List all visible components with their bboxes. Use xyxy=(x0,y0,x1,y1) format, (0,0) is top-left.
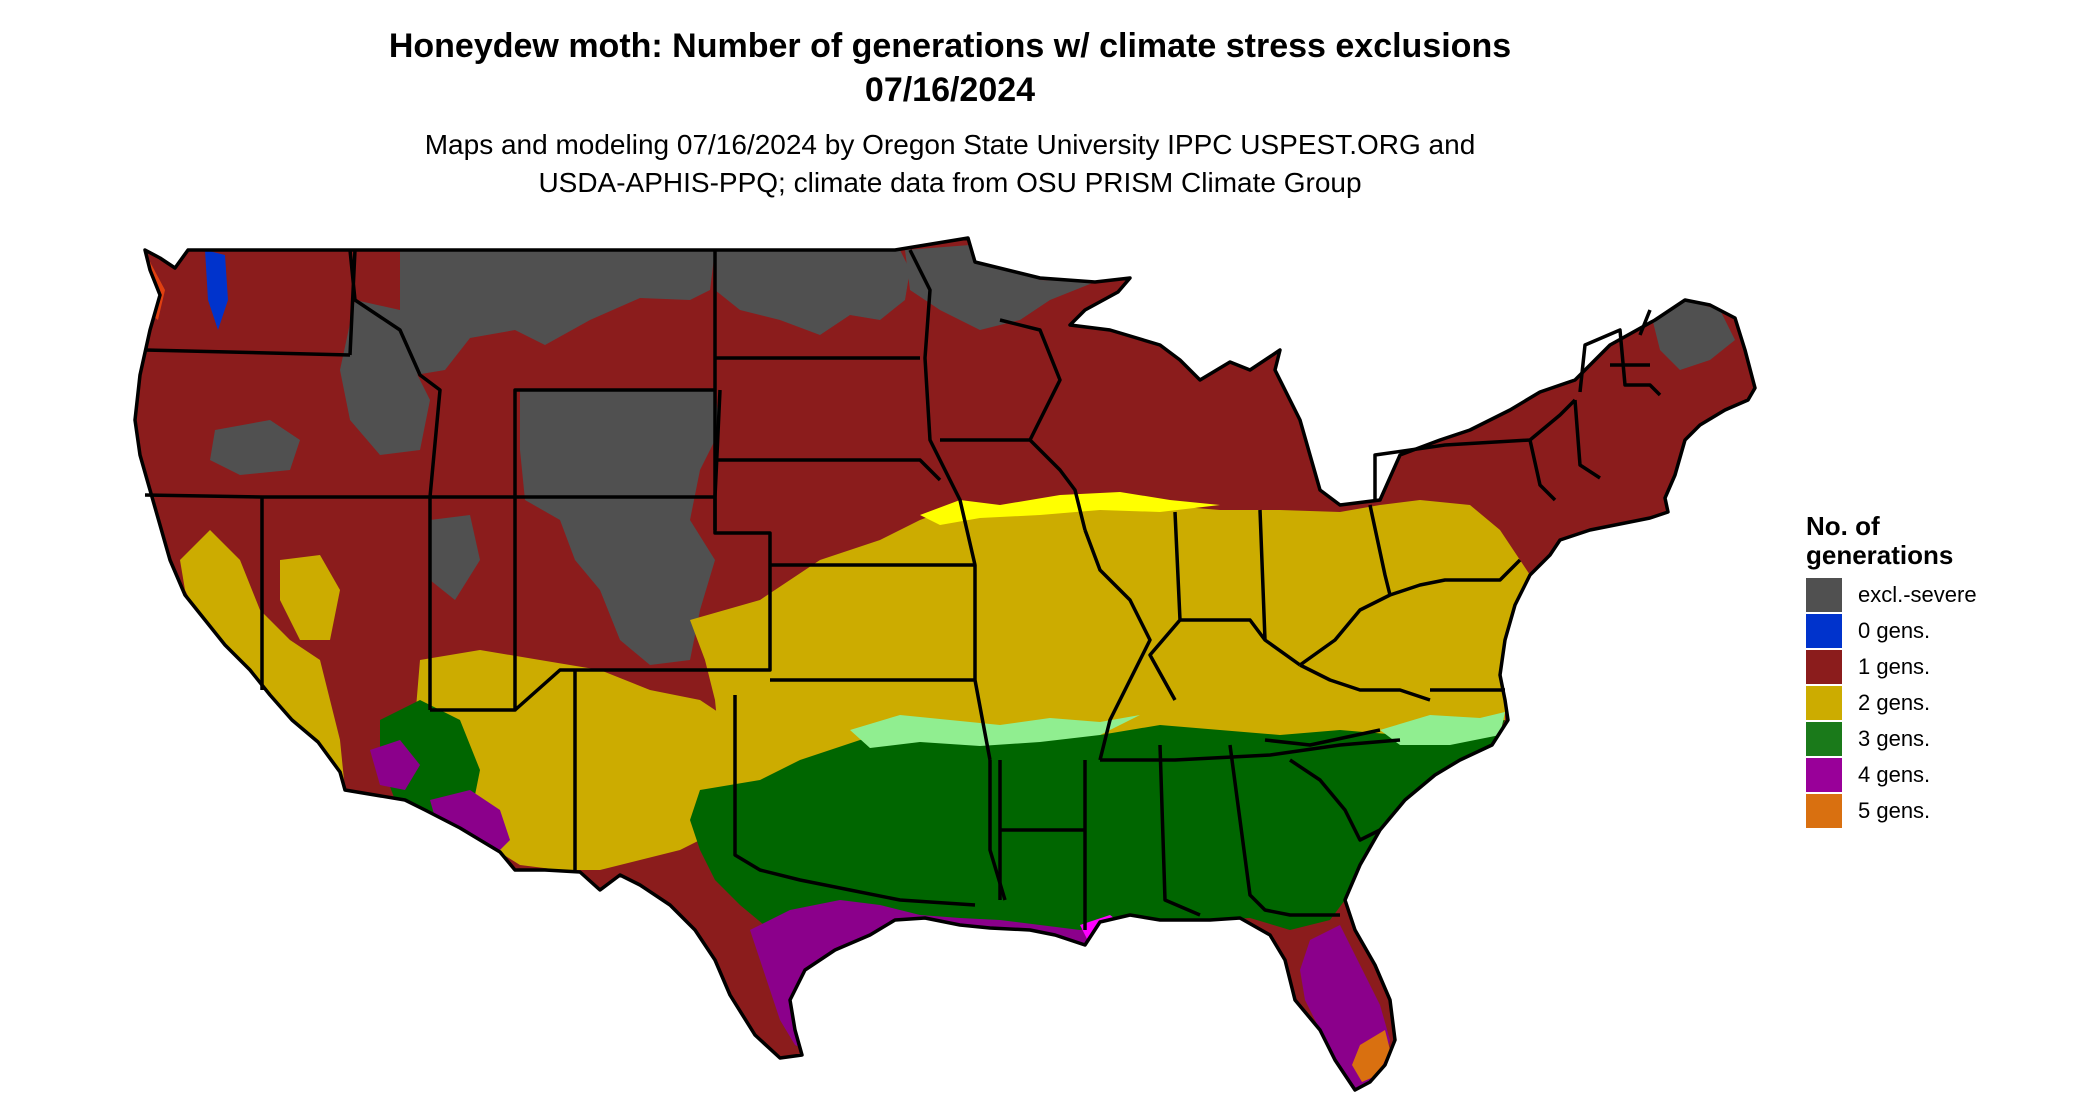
zone-3-gens-light-fringe-east xyxy=(1380,712,1505,745)
legend-label: 2 gens. xyxy=(1858,690,1931,715)
borders-midwest xyxy=(940,318,1401,762)
legend-item: 1 gens. xyxy=(1806,650,2066,684)
legend-swatch xyxy=(1806,614,1842,648)
zone-excluded-maine xyxy=(1650,300,1735,370)
legend-swatch xyxy=(1806,758,1842,792)
state-borders xyxy=(133,236,1757,1092)
legend-swatch xyxy=(1806,722,1842,756)
zone-excluded-utah xyxy=(430,515,480,600)
legend-label: 0 gens. xyxy=(1858,618,1931,643)
zone-2-gens-nevada-pockets xyxy=(280,555,340,640)
borders-east xyxy=(1298,309,1662,702)
legend-item: 4 gens. xyxy=(1806,758,2066,792)
zone-excluded-montana xyxy=(400,250,715,375)
borders-south xyxy=(998,728,1381,930)
zone-excluded-oregon xyxy=(210,420,300,475)
zone-0-gens-cascades xyxy=(205,250,228,330)
legend-item: 0 gens. xyxy=(1806,614,2066,648)
legend-label: 5 gens. xyxy=(1858,798,1931,823)
legend-item: 2 gens. xyxy=(1806,686,2066,720)
zone-4-gens-california-desert xyxy=(370,740,420,790)
zone-5-gens-texas-coast xyxy=(830,985,860,1055)
legend-item: excl.-severe xyxy=(1806,578,2066,612)
legend-item: 3 gens. xyxy=(1806,722,2066,756)
credits-line-2: USDA-APHIS-PPQ; climate data from OSU PR… xyxy=(538,167,1362,198)
legend-title-line-2: generations xyxy=(1806,540,1954,570)
generation-zones xyxy=(135,238,1755,1090)
legend-label: 4 gens. xyxy=(1858,762,1931,787)
zone-excluded-wyoming-colorado xyxy=(520,390,720,665)
zone-2-gens-yellow-fringe-north xyxy=(920,492,1220,525)
zone-excluded-north-dakota xyxy=(715,250,910,335)
zone-excluded-idaho xyxy=(340,300,430,455)
map-title: Honeydew moth: Number of generations w/ … xyxy=(388,27,1512,65)
legend-swatch xyxy=(1806,686,1842,720)
legend-swatch xyxy=(1806,650,1842,684)
legend-label: 3 gens. xyxy=(1858,726,1931,751)
legend-item: 5 gens. xyxy=(1806,794,2066,828)
legend-label: 1 gens. xyxy=(1858,654,1931,679)
zone-excluded-minnesota-north xyxy=(905,245,1095,330)
legend-swatch xyxy=(1806,578,1842,612)
legend-swatch xyxy=(1806,794,1842,828)
credits-line-1: Maps and modeling 07/16/2024 by Oregon S… xyxy=(424,129,1476,160)
legend-label: excl.-severe xyxy=(1858,582,1977,607)
map-date: 07/16/2024 xyxy=(864,71,1036,109)
zone-3-gens-light-fringe xyxy=(850,715,1140,748)
legend-title-line-1: No. of xyxy=(1806,511,1880,541)
borders-central xyxy=(713,249,1007,907)
